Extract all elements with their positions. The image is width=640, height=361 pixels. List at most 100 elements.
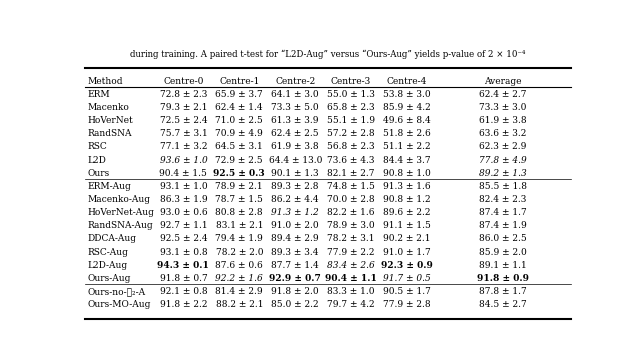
Text: Centre-1: Centre-1 bbox=[219, 77, 259, 86]
Text: 79.7 ± 4.2: 79.7 ± 4.2 bbox=[327, 300, 375, 309]
Text: 87.8 ± 1.7: 87.8 ± 1.7 bbox=[479, 287, 527, 296]
Text: 78.2 ± 3.1: 78.2 ± 3.1 bbox=[327, 234, 375, 243]
Text: 86.3 ± 1.9: 86.3 ± 1.9 bbox=[159, 195, 207, 204]
Text: 86.0 ± 2.5: 86.0 ± 2.5 bbox=[479, 234, 527, 243]
Text: 92.5 ± 0.3: 92.5 ± 0.3 bbox=[213, 169, 265, 178]
Text: 93.0 ± 0.6: 93.0 ± 0.6 bbox=[159, 208, 207, 217]
Text: 74.8 ± 1.5: 74.8 ± 1.5 bbox=[327, 182, 375, 191]
Text: 51.8 ± 2.6: 51.8 ± 2.6 bbox=[383, 129, 431, 138]
Text: RSC-Aug: RSC-Aug bbox=[88, 248, 128, 257]
Text: Centre-3: Centre-3 bbox=[331, 77, 371, 86]
Text: 92.7 ± 1.1: 92.7 ± 1.1 bbox=[159, 221, 207, 230]
Text: 92.1 ± 0.8: 92.1 ± 0.8 bbox=[159, 287, 207, 296]
Text: 85.0 ± 2.2: 85.0 ± 2.2 bbox=[271, 300, 319, 309]
Text: ERM: ERM bbox=[88, 90, 110, 99]
Text: 87.6 ± 0.6: 87.6 ± 0.6 bbox=[216, 261, 263, 270]
Text: 83.1 ± 2.1: 83.1 ± 2.1 bbox=[216, 221, 263, 230]
Text: 92.3 ± 0.9: 92.3 ± 0.9 bbox=[381, 261, 433, 270]
Text: L2D-Aug: L2D-Aug bbox=[88, 261, 127, 270]
Text: 62.3 ± 2.9: 62.3 ± 2.9 bbox=[479, 142, 527, 151]
Text: 86.2 ± 4.4: 86.2 ± 4.4 bbox=[271, 195, 319, 204]
Text: Centre-0: Centre-0 bbox=[163, 77, 204, 86]
Text: 87.4 ± 1.9: 87.4 ± 1.9 bbox=[479, 221, 527, 230]
Text: Ours: Ours bbox=[88, 169, 109, 178]
Text: 91.0 ± 2.0: 91.0 ± 2.0 bbox=[271, 221, 319, 230]
Text: 89.3 ± 2.8: 89.3 ± 2.8 bbox=[271, 182, 319, 191]
Text: 91.7 ± 0.5: 91.7 ± 0.5 bbox=[383, 274, 431, 283]
Text: 64.5 ± 3.1: 64.5 ± 3.1 bbox=[216, 142, 263, 151]
Text: Macenko-Aug: Macenko-Aug bbox=[88, 195, 150, 204]
Text: 91.8 ± 0.7: 91.8 ± 0.7 bbox=[159, 274, 207, 283]
Text: 79.3 ± 2.1: 79.3 ± 2.1 bbox=[159, 103, 207, 112]
Text: 64.1 ± 3.0: 64.1 ± 3.0 bbox=[271, 90, 319, 99]
Text: 93.1 ± 0.8: 93.1 ± 0.8 bbox=[159, 248, 207, 257]
Text: 53.8 ± 3.0: 53.8 ± 3.0 bbox=[383, 90, 431, 99]
Text: 55.0 ± 1.3: 55.0 ± 1.3 bbox=[327, 90, 375, 99]
Text: 85.9 ± 4.2: 85.9 ± 4.2 bbox=[383, 103, 431, 112]
Text: 78.9 ± 3.0: 78.9 ± 3.0 bbox=[327, 221, 375, 230]
Text: 61.9 ± 3.8: 61.9 ± 3.8 bbox=[271, 142, 319, 151]
Text: 92.2 ± 1.6: 92.2 ± 1.6 bbox=[216, 274, 263, 283]
Text: 61.3 ± 3.9: 61.3 ± 3.9 bbox=[271, 116, 319, 125]
Text: 83.3 ± 1.0: 83.3 ± 1.0 bbox=[327, 287, 375, 296]
Text: 51.1 ± 2.2: 51.1 ± 2.2 bbox=[383, 142, 431, 151]
Text: 89.4 ± 2.9: 89.4 ± 2.9 bbox=[271, 234, 319, 243]
Text: 77.8 ± 4.9: 77.8 ± 4.9 bbox=[479, 156, 527, 165]
Text: 72.5 ± 2.4: 72.5 ± 2.4 bbox=[159, 116, 207, 125]
Text: 93.1 ± 1.0: 93.1 ± 1.0 bbox=[159, 182, 207, 191]
Text: 89.6 ± 2.2: 89.6 ± 2.2 bbox=[383, 208, 431, 217]
Text: 49.6 ± 8.4: 49.6 ± 8.4 bbox=[383, 116, 431, 125]
Text: 77.9 ± 2.8: 77.9 ± 2.8 bbox=[383, 300, 431, 309]
Text: 78.9 ± 2.1: 78.9 ± 2.1 bbox=[216, 182, 263, 191]
Text: Method: Method bbox=[88, 77, 123, 86]
Text: 90.4 ± 1.5: 90.4 ± 1.5 bbox=[159, 169, 207, 178]
Text: 92.9 ± 0.7: 92.9 ± 0.7 bbox=[269, 274, 321, 283]
Text: 70.0 ± 2.8: 70.0 ± 2.8 bbox=[327, 195, 375, 204]
Text: 64.4 ± 13.0: 64.4 ± 13.0 bbox=[269, 156, 322, 165]
Text: 65.8 ± 2.3: 65.8 ± 2.3 bbox=[327, 103, 375, 112]
Text: 84.5 ± 2.7: 84.5 ± 2.7 bbox=[479, 300, 527, 309]
Text: Ours-Aug: Ours-Aug bbox=[88, 274, 131, 283]
Text: 91.8 ± 0.9: 91.8 ± 0.9 bbox=[477, 274, 529, 283]
Text: 87.7 ± 1.4: 87.7 ± 1.4 bbox=[271, 261, 319, 270]
Text: 72.8 ± 2.3: 72.8 ± 2.3 bbox=[160, 90, 207, 99]
Text: Centre-4: Centre-4 bbox=[387, 77, 427, 86]
Text: 62.4 ± 2.5: 62.4 ± 2.5 bbox=[271, 129, 319, 138]
Text: 81.4 ± 2.9: 81.4 ± 2.9 bbox=[216, 287, 263, 296]
Text: 80.8 ± 2.8: 80.8 ± 2.8 bbox=[216, 208, 263, 217]
Text: 62.4 ± 2.7: 62.4 ± 2.7 bbox=[479, 90, 527, 99]
Text: Macenko: Macenko bbox=[88, 103, 129, 112]
Text: during training. A paired t-test for “L2D-Aug” versus “Ours-Aug” yields p-value : during training. A paired t-test for “L2… bbox=[131, 50, 525, 59]
Text: HoVerNet: HoVerNet bbox=[88, 116, 133, 125]
Text: 91.3 ± 1.6: 91.3 ± 1.6 bbox=[383, 182, 431, 191]
Text: 72.9 ± 2.5: 72.9 ± 2.5 bbox=[216, 156, 263, 165]
Text: 82.2 ± 1.6: 82.2 ± 1.6 bbox=[327, 208, 375, 217]
Text: Ours-MO-Aug: Ours-MO-Aug bbox=[88, 300, 151, 309]
Text: L2D: L2D bbox=[88, 156, 106, 165]
Text: 84.4 ± 3.7: 84.4 ± 3.7 bbox=[383, 156, 431, 165]
Text: 93.6 ± 1.0: 93.6 ± 1.0 bbox=[159, 156, 207, 165]
Text: HoVerNet-Aug: HoVerNet-Aug bbox=[88, 208, 154, 217]
Text: 89.2 ± 1.3: 89.2 ± 1.3 bbox=[479, 169, 527, 178]
Text: 79.4 ± 1.9: 79.4 ± 1.9 bbox=[216, 234, 263, 243]
Text: 73.3 ± 5.0: 73.3 ± 5.0 bbox=[271, 103, 319, 112]
Text: 85.9 ± 2.0: 85.9 ± 2.0 bbox=[479, 248, 527, 257]
Text: 90.2 ± 2.1: 90.2 ± 2.1 bbox=[383, 234, 431, 243]
Text: Average: Average bbox=[484, 77, 522, 86]
Text: 55.1 ± 1.9: 55.1 ± 1.9 bbox=[327, 116, 375, 125]
Text: Ours-no-ℓ₂-A: Ours-no-ℓ₂-A bbox=[88, 287, 145, 296]
Text: 94.3 ± 0.1: 94.3 ± 0.1 bbox=[157, 261, 209, 270]
Text: 88.2 ± 2.1: 88.2 ± 2.1 bbox=[216, 300, 263, 309]
Text: RandSNA: RandSNA bbox=[88, 129, 132, 138]
Text: 63.6 ± 3.2: 63.6 ± 3.2 bbox=[479, 129, 527, 138]
Text: 56.8 ± 2.3: 56.8 ± 2.3 bbox=[327, 142, 375, 151]
Text: 78.2 ± 2.0: 78.2 ± 2.0 bbox=[216, 248, 263, 257]
Text: 90.5 ± 1.7: 90.5 ± 1.7 bbox=[383, 287, 431, 296]
Text: 82.1 ± 2.7: 82.1 ± 2.7 bbox=[327, 169, 375, 178]
Text: 82.4 ± 2.3: 82.4 ± 2.3 bbox=[479, 195, 527, 204]
Text: 62.4 ± 1.4: 62.4 ± 1.4 bbox=[216, 103, 263, 112]
Text: 78.7 ± 1.5: 78.7 ± 1.5 bbox=[215, 195, 263, 204]
Text: 61.9 ± 3.8: 61.9 ± 3.8 bbox=[479, 116, 527, 125]
Text: 91.1 ± 1.5: 91.1 ± 1.5 bbox=[383, 221, 431, 230]
Text: 90.4 ± 1.1: 90.4 ± 1.1 bbox=[325, 274, 377, 283]
